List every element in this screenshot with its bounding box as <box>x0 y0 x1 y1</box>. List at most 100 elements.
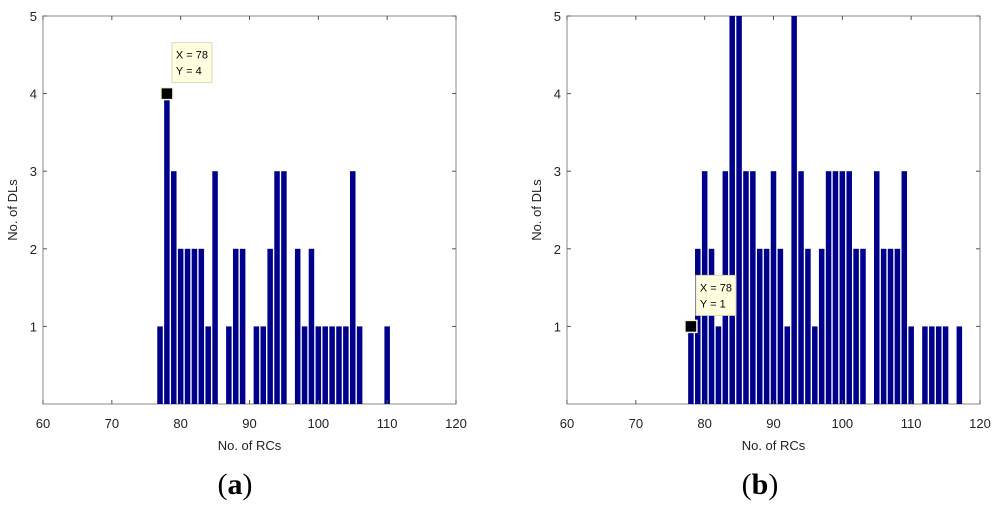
bar <box>356 326 363 404</box>
bar <box>198 248 205 404</box>
bar <box>756 248 763 404</box>
y-tick-label: 2 <box>554 242 561 257</box>
y-tick-label: 5 <box>30 9 37 24</box>
bar <box>853 248 859 404</box>
bar <box>894 248 901 404</box>
datatip-x-text: X = 78 <box>176 50 208 62</box>
x-tick-label: 90 <box>766 416 780 431</box>
x-tick-label: 90 <box>242 416 256 431</box>
bar <box>329 326 335 404</box>
datatip-box <box>695 274 737 316</box>
y-tick-label: 4 <box>30 87 37 102</box>
bar <box>226 326 232 404</box>
bar <box>743 171 749 404</box>
bar <box>929 326 935 404</box>
bar <box>349 171 356 404</box>
bar <box>253 326 260 404</box>
panel-label-a: (a) <box>217 468 253 501</box>
bar <box>818 248 825 404</box>
bar <box>860 248 866 404</box>
x-tick-label: 70 <box>629 416 643 431</box>
bar <box>688 326 694 404</box>
panel-label-b: (b) <box>741 468 779 501</box>
bar <box>825 171 832 404</box>
bar <box>887 248 894 404</box>
x-tick-label: 110 <box>377 416 398 431</box>
bar <box>301 326 308 404</box>
x-tick-label: 60 <box>560 416 574 431</box>
bar <box>770 171 777 404</box>
datatip-y-text: Y = 1 <box>700 298 726 310</box>
bar <box>205 326 211 404</box>
y-tick-label: 4 <box>554 87 561 102</box>
x-tick-label: 70 <box>105 416 119 431</box>
x-tick-label: 80 <box>173 416 187 431</box>
x-tick-label: 120 <box>969 416 991 431</box>
bar <box>798 171 804 404</box>
bar <box>763 248 770 404</box>
bar <box>315 326 322 404</box>
bar <box>750 171 756 404</box>
bar <box>267 248 273 404</box>
datatip-marker <box>160 86 174 101</box>
y-axis-label: No. of DLs <box>529 179 544 241</box>
bar <box>942 326 949 404</box>
bar <box>729 16 735 404</box>
bar <box>956 326 963 404</box>
bar <box>212 171 218 404</box>
x-tick-label: 80 <box>697 416 711 431</box>
bar <box>812 326 818 404</box>
bar <box>715 326 722 404</box>
bar <box>336 326 342 404</box>
bar <box>873 171 880 404</box>
x-tick-label: 120 <box>445 416 467 431</box>
bar <box>708 248 715 404</box>
bar <box>157 326 163 404</box>
bar <box>901 171 908 404</box>
bar <box>184 248 191 404</box>
x-tick-label: 60 <box>36 416 50 431</box>
bar <box>260 326 267 404</box>
bar <box>171 171 177 404</box>
bar <box>232 248 239 404</box>
datatip-box <box>171 42 213 84</box>
y-tick-label: 2 <box>30 242 37 257</box>
bar <box>191 248 198 404</box>
bar <box>164 93 170 404</box>
bar <box>281 171 287 404</box>
x-tick-label: 100 <box>831 416 853 431</box>
y-tick-label: 1 <box>30 319 37 334</box>
bar <box>922 326 928 404</box>
x-tick-label: 100 <box>307 416 329 431</box>
bar <box>274 171 280 404</box>
y-axis-label: No. of DLs <box>5 179 20 241</box>
y-tick-label: 5 <box>554 9 561 24</box>
bar <box>294 248 301 404</box>
bar <box>695 248 701 404</box>
bar <box>308 248 315 404</box>
bar <box>846 171 852 404</box>
datatip-marker <box>684 319 698 334</box>
datatip-y-text: Y = 4 <box>176 66 202 78</box>
bar <box>839 171 846 404</box>
bar <box>777 248 784 404</box>
bar <box>935 326 942 404</box>
chart-panel-b: 60 70 80 90 100 110 120 1 2 3 4 5 No. of RCs No. of D… <box>529 9 991 453</box>
datatip-x-text: X = 78 <box>700 282 732 294</box>
bar <box>908 326 914 404</box>
bar <box>784 326 791 404</box>
y-tick-label: 3 <box>554 164 561 179</box>
bar <box>177 248 184 404</box>
bar <box>832 171 839 404</box>
bar <box>239 248 246 404</box>
bar <box>880 248 887 404</box>
bar <box>384 326 390 404</box>
bar <box>736 16 742 404</box>
plot-area <box>42 15 457 405</box>
chart-panel-a: 60 70 80 90 100 110 120 1 2 3 4 5 No. of RCs No. of D… <box>5 9 467 453</box>
x-axis-label: No. of RCs <box>742 438 806 453</box>
bar <box>322 326 328 404</box>
y-tick-label: 3 <box>30 164 37 179</box>
bar <box>343 326 349 404</box>
